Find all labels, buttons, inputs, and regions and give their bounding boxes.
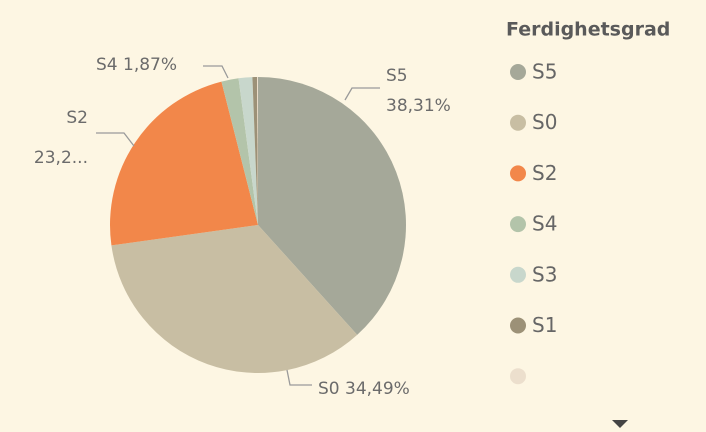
pie-slice <box>252 77 258 225</box>
leader-line <box>344 87 380 101</box>
pie-slice <box>258 77 406 335</box>
pie-slice <box>238 77 258 225</box>
legend-label: S3 <box>532 262 557 286</box>
pie-slice <box>110 81 258 246</box>
legend-label: S0 <box>532 110 557 134</box>
legend-marker <box>510 165 526 182</box>
data-label-value: 34,49% <box>345 379 410 399</box>
legend-label: S1 <box>532 313 557 337</box>
legend-marker <box>510 114 526 131</box>
data-label-value: 38,31% <box>386 96 451 116</box>
data-label-value: 1,87% <box>123 55 177 75</box>
legend-marker <box>510 317 526 334</box>
data-label-category: S5 <box>386 66 408 86</box>
legend-marker <box>510 64 526 80</box>
scroll-arrow[interactable] <box>612 420 628 428</box>
data-label: S0 34,49% <box>318 379 410 399</box>
pie-slice <box>111 225 358 373</box>
legend-marker <box>510 368 526 385</box>
data-label: S4 1,87% <box>96 55 177 75</box>
data-label-category: S2 <box>66 108 88 128</box>
data-label-category: S0 <box>318 379 340 399</box>
data-label-value: 23,2... <box>34 148 88 168</box>
leader-line <box>286 369 312 386</box>
data-label-category: S4 <box>96 55 118 75</box>
pie-slice <box>257 77 258 225</box>
pie-slice <box>221 78 258 225</box>
leader-line <box>203 65 229 79</box>
legend-title: Ferdighetsgrad <box>506 19 670 41</box>
legend-label: S4 <box>532 212 557 236</box>
leader-line <box>96 132 135 147</box>
legend-label: S5 <box>532 60 557 84</box>
legend-label: S2 <box>532 161 557 185</box>
legend-marker <box>510 216 526 233</box>
legend-marker <box>510 266 526 283</box>
